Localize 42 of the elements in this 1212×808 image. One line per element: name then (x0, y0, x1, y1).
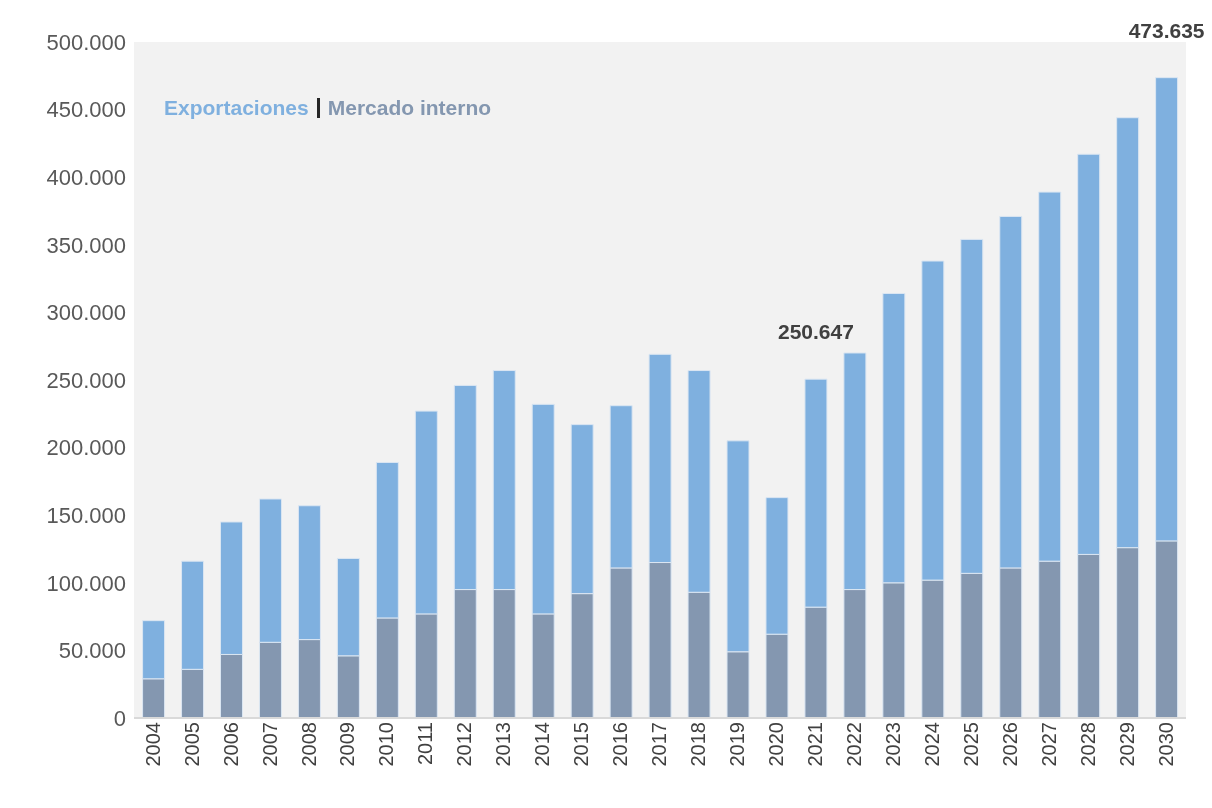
x-tick-label: 2015 (570, 722, 593, 767)
x-tick-label: 2024 (920, 722, 943, 767)
y-tick-label: 200.000 (46, 435, 126, 461)
text: Exportaciones (164, 96, 309, 120)
x-tick-label: 2023 (881, 722, 904, 767)
x-tick-label: 2011 (414, 722, 437, 766)
x-tick-label: 2006 (219, 722, 242, 767)
x-tick-label: 2020 (765, 722, 788, 767)
x-tick-label: 2021 (804, 722, 827, 767)
x-tick-label: 2022 (843, 722, 866, 767)
total-label: 250.647 (777, 320, 854, 344)
x-tick-label: 2029 (1115, 722, 1138, 767)
x-tick-label: 2007 (258, 722, 281, 767)
y-tick-label: 0 (113, 705, 126, 731)
x-tick-label: 2013 (492, 722, 515, 767)
x-tick-label: 2010 (375, 722, 398, 767)
x-tick-label: 2012 (453, 722, 476, 767)
x-tick-label: 2017 (648, 722, 671, 767)
x-tick-label: 2014 (531, 722, 554, 767)
y-tick-label: 300.000 (46, 300, 126, 326)
x-tick-label: 2027 (1037, 722, 1060, 767)
x-tick-label: 2009 (336, 722, 359, 767)
y-tick-label: 150.000 (46, 503, 126, 529)
x-tick-label: 2008 (297, 722, 320, 767)
total-label: 473.635 (1128, 18, 1205, 42)
y-tick-label: 500.000 (46, 29, 126, 55)
x-tick-label: 2026 (998, 722, 1021, 767)
y-tick-label: 400.000 (46, 165, 126, 191)
x-tick-label: 2019 (726, 722, 749, 767)
x-tick-label: 2016 (609, 722, 632, 767)
x-tick-label: 2005 (180, 722, 203, 767)
x-tick-label: 2004 (141, 722, 164, 767)
y-tick-label: 100.000 (46, 570, 126, 596)
y-tick-label: 350.000 (46, 232, 126, 258)
x-tick-label: 2030 (1154, 722, 1177, 767)
x-tick-label: 2018 (687, 722, 710, 767)
y-tick-label: 450.000 (46, 97, 126, 123)
y-tick-label: 50.000 (58, 638, 126, 664)
y-tick-label: 250.000 (46, 367, 126, 393)
text: Mercado interno (327, 96, 492, 120)
x-tick-label: 2028 (1076, 722, 1099, 767)
x-tick-label: 2025 (959, 722, 982, 767)
